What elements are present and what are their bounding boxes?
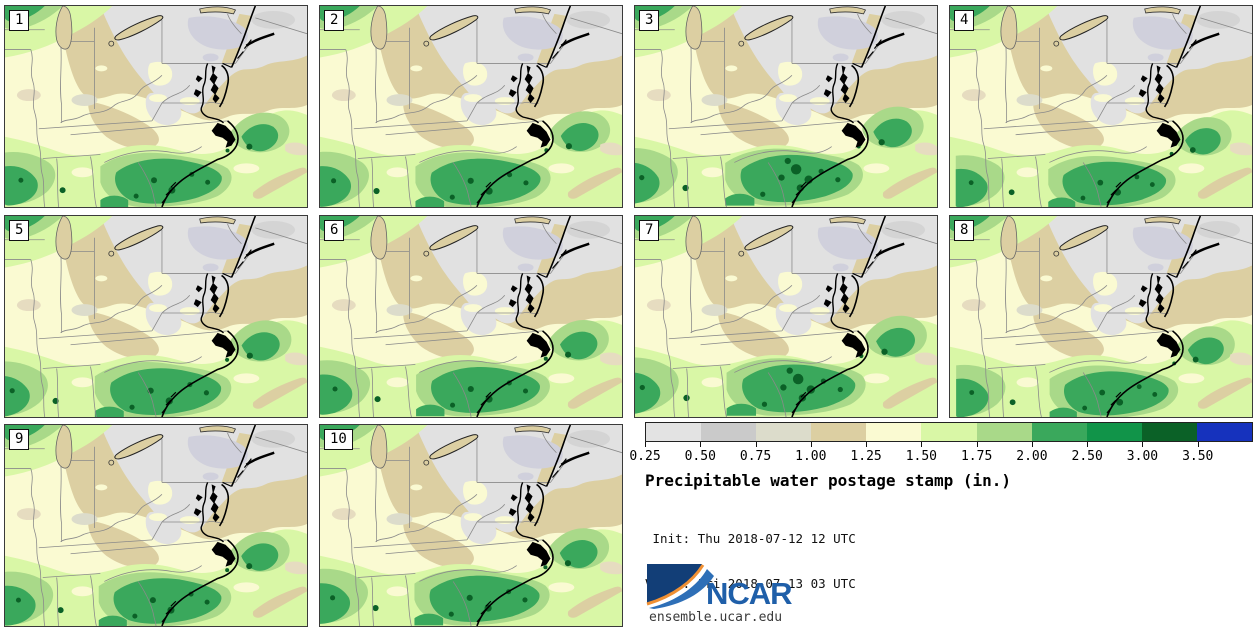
colorbar-tick	[1031, 442, 1033, 447]
colorbar-tick-label: 2.00	[1016, 449, 1048, 464]
colorbar-tick	[921, 442, 923, 447]
ncar-swoosh-wave-icon	[649, 569, 714, 609]
ensemble-member-panel-8: 8	[949, 215, 1253, 418]
colorbar-tick-label: 0.75	[739, 449, 772, 464]
colorbar-segment	[811, 423, 867, 441]
panel-number-badge: 8	[954, 220, 975, 241]
panel-number-badge: 6	[324, 220, 345, 241]
panel-number-badge: 2	[324, 10, 345, 31]
colorbar-tick-label: 1.75	[960, 449, 993, 464]
precipitable-water-map	[5, 425, 307, 626]
figure-title: Precipitable water postage stamp (in.)	[645, 471, 1012, 490]
precipitable-water-map	[320, 6, 622, 207]
legend-block: 0.25 0.50 0.75 1.00 1.25 1.50 1.75 2.00 2.50 3.00…	[629, 422, 1253, 482]
colorbar-tick	[755, 442, 757, 447]
panel-number-badge: 4	[954, 10, 975, 31]
colorbar-segment	[756, 423, 812, 441]
colorbar-tick	[1142, 442, 1144, 447]
ncar-logo: NCAR	[646, 564, 793, 611]
panel-number-badge: 5	[9, 220, 30, 241]
ncar-swoosh-icon	[647, 564, 702, 603]
colorbar	[645, 422, 1253, 442]
ensemble-member-panel-4: 4	[949, 5, 1253, 208]
ensemble-member-panel-9: 9	[4, 424, 308, 627]
panel-number-badge: 3	[639, 10, 660, 31]
colorbar-segment	[701, 423, 757, 441]
colorbar-ticks: 0.25 0.50 0.75 1.00 1.25 1.50 1.75 2.00 2.50 3.00…	[629, 442, 1253, 482]
colorbar-tick-label: 1.00	[795, 449, 827, 464]
ensemble-member-panel-6: 6	[319, 215, 623, 418]
ensemble-member-panel-1: 1	[4, 5, 308, 208]
colorbar-segment	[921, 423, 977, 441]
precipitable-water-map	[950, 6, 1252, 207]
colorbar-tick-label: 3.00	[1126, 449, 1159, 464]
ensemble-member-panel-10: 10	[319, 424, 623, 627]
colorbar-tick	[810, 442, 812, 447]
precipitable-water-map	[950, 216, 1252, 417]
ensemble-member-panel-2: 2	[319, 5, 623, 208]
colorbar-tick	[645, 442, 646, 447]
colorbar-tick	[1197, 442, 1199, 447]
colorbar-segment	[866, 423, 922, 441]
precipitable-water-map	[320, 425, 622, 626]
colorbar-tick-label: 2.50	[1071, 449, 1103, 464]
ensemble-member-panel-3: 3	[634, 5, 938, 208]
colorbar-tick	[700, 442, 702, 447]
panel-number-badge: 1	[9, 10, 30, 31]
precipitable-water-map	[635, 216, 937, 417]
init-time-label: Init: Thu 2018-07-12 12 UTC	[645, 531, 856, 546]
colorbar-tick	[1087, 442, 1089, 447]
site-url-caption: ensemble.ucar.edu	[649, 610, 783, 625]
panel-number-badge: 10	[324, 429, 353, 450]
ensemble-member-panel-7: 7	[634, 215, 938, 418]
colorbar-segment	[976, 423, 1032, 441]
panel-number-badge: 7	[639, 220, 660, 241]
ensemble-member-panel-5: 5	[4, 215, 308, 418]
colorbar-segment	[646, 423, 702, 441]
colorbar-segment	[1086, 423, 1142, 441]
precipitable-water-map	[5, 216, 307, 417]
colorbar-segment	[1141, 423, 1197, 441]
precipitable-water-map	[5, 6, 307, 207]
colorbar-tick-label: 1.50	[905, 449, 938, 464]
colorbar-tick-label: 1.25	[850, 449, 882, 464]
colorbar-tick-label: 0.50	[684, 449, 716, 464]
colorbar-tick-label: 0.25	[629, 449, 661, 464]
ncar-logo-text: NCAR	[706, 576, 792, 611]
colorbar-tick-label: 3.50	[1182, 449, 1214, 464]
colorbar-tick	[866, 442, 868, 447]
panel-number-badge: 9	[9, 429, 30, 450]
colorbar-tick	[976, 442, 978, 447]
precipitable-water-map	[635, 6, 937, 207]
ncar-swoosh-arc-icon	[646, 564, 705, 606]
colorbar-segment	[1031, 423, 1087, 441]
colorbar-segment	[1196, 423, 1253, 441]
precipitable-water-map	[320, 216, 622, 417]
